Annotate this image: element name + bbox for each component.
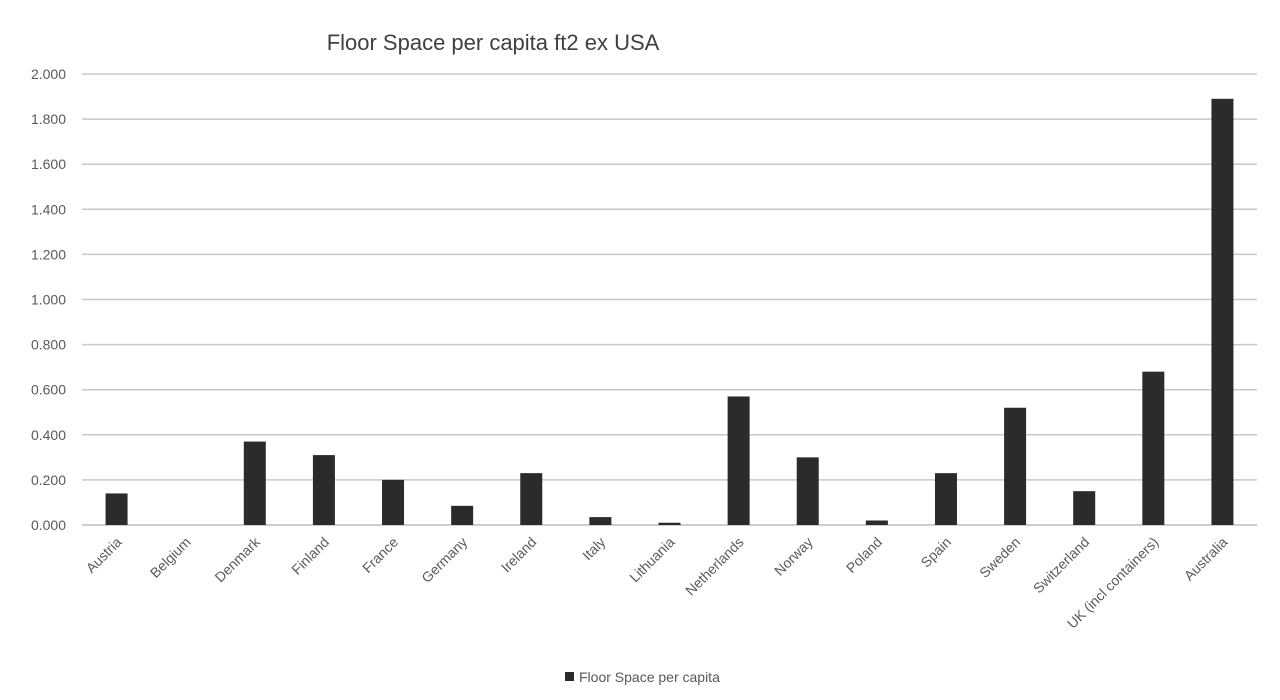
bar-italy: [589, 517, 612, 525]
bar-denmark: [243, 441, 266, 525]
y-tick-label: 0.800: [31, 337, 66, 353]
x-tick-label: Italy: [579, 534, 608, 563]
x-tick-label: Switzerland: [1030, 534, 1092, 596]
legend-swatch: [565, 672, 574, 681]
y-tick-label: 1.000: [31, 292, 66, 308]
x-tick-label: Spain: [917, 534, 954, 571]
bar-australia: [1211, 98, 1234, 526]
legend: Floor Space per capita: [565, 669, 720, 685]
bar-sweden: [1004, 407, 1027, 525]
x-tick-label: Norway: [771, 534, 816, 579]
x-tick-label: Sweden: [976, 534, 1023, 581]
bar-poland: [865, 520, 888, 525]
bar-france: [382, 479, 405, 525]
y-tick-label: 1.600: [31, 156, 66, 172]
y-tick-label: 1.200: [31, 246, 66, 262]
x-tick-label: Australia: [1181, 534, 1231, 584]
x-tick-label: Netherlands: [682, 534, 747, 599]
bar-lithuania: [658, 522, 681, 525]
y-tick-label: 2.000: [31, 66, 66, 82]
x-tick-label: Austria: [83, 534, 125, 576]
y-axis-ticks: 0.000 0.200 0.400 0.600 0.800 1.000 1.200 1.400…: [31, 66, 66, 533]
x-tick-label: Belgium: [147, 534, 194, 581]
bar-switzerland: [1073, 491, 1096, 525]
legend-label: Floor Space per capita: [579, 669, 720, 685]
y-tick-label: 1.800: [31, 111, 66, 127]
y-tick-label: 0.000: [31, 517, 66, 533]
gridlines: [82, 73, 1257, 526]
bars: [105, 98, 1234, 526]
y-tick-label: 0.400: [31, 427, 66, 443]
bar-austria: [105, 493, 128, 525]
x-tick-label: Germany: [418, 534, 470, 586]
y-tick-label: 0.200: [31, 472, 66, 488]
y-tick-label: 0.600: [31, 382, 66, 398]
x-tick-label: Denmark: [211, 533, 263, 585]
bar-spain: [934, 473, 957, 525]
bar-germany: [451, 505, 474, 525]
x-axis-labels: Austria Belgium Denmark Finland France German…: [83, 533, 1231, 631]
x-tick-label: France: [359, 534, 401, 576]
x-tick-label: Lithuania: [626, 534, 678, 586]
bar-norway: [796, 457, 819, 525]
chart-title: Floor Space per capita ft2 ex USA: [327, 30, 660, 55]
bar-finland: [312, 455, 335, 525]
x-tick-label: Ireland: [498, 534, 540, 576]
y-tick-label: 1.400: [31, 201, 66, 217]
bar-ireland: [520, 473, 543, 525]
x-tick-label: Finland: [288, 534, 332, 578]
bar-uk-incl-containers: [1142, 371, 1165, 525]
bar-netherlands: [727, 396, 750, 525]
x-tick-label: Poland: [843, 534, 885, 576]
